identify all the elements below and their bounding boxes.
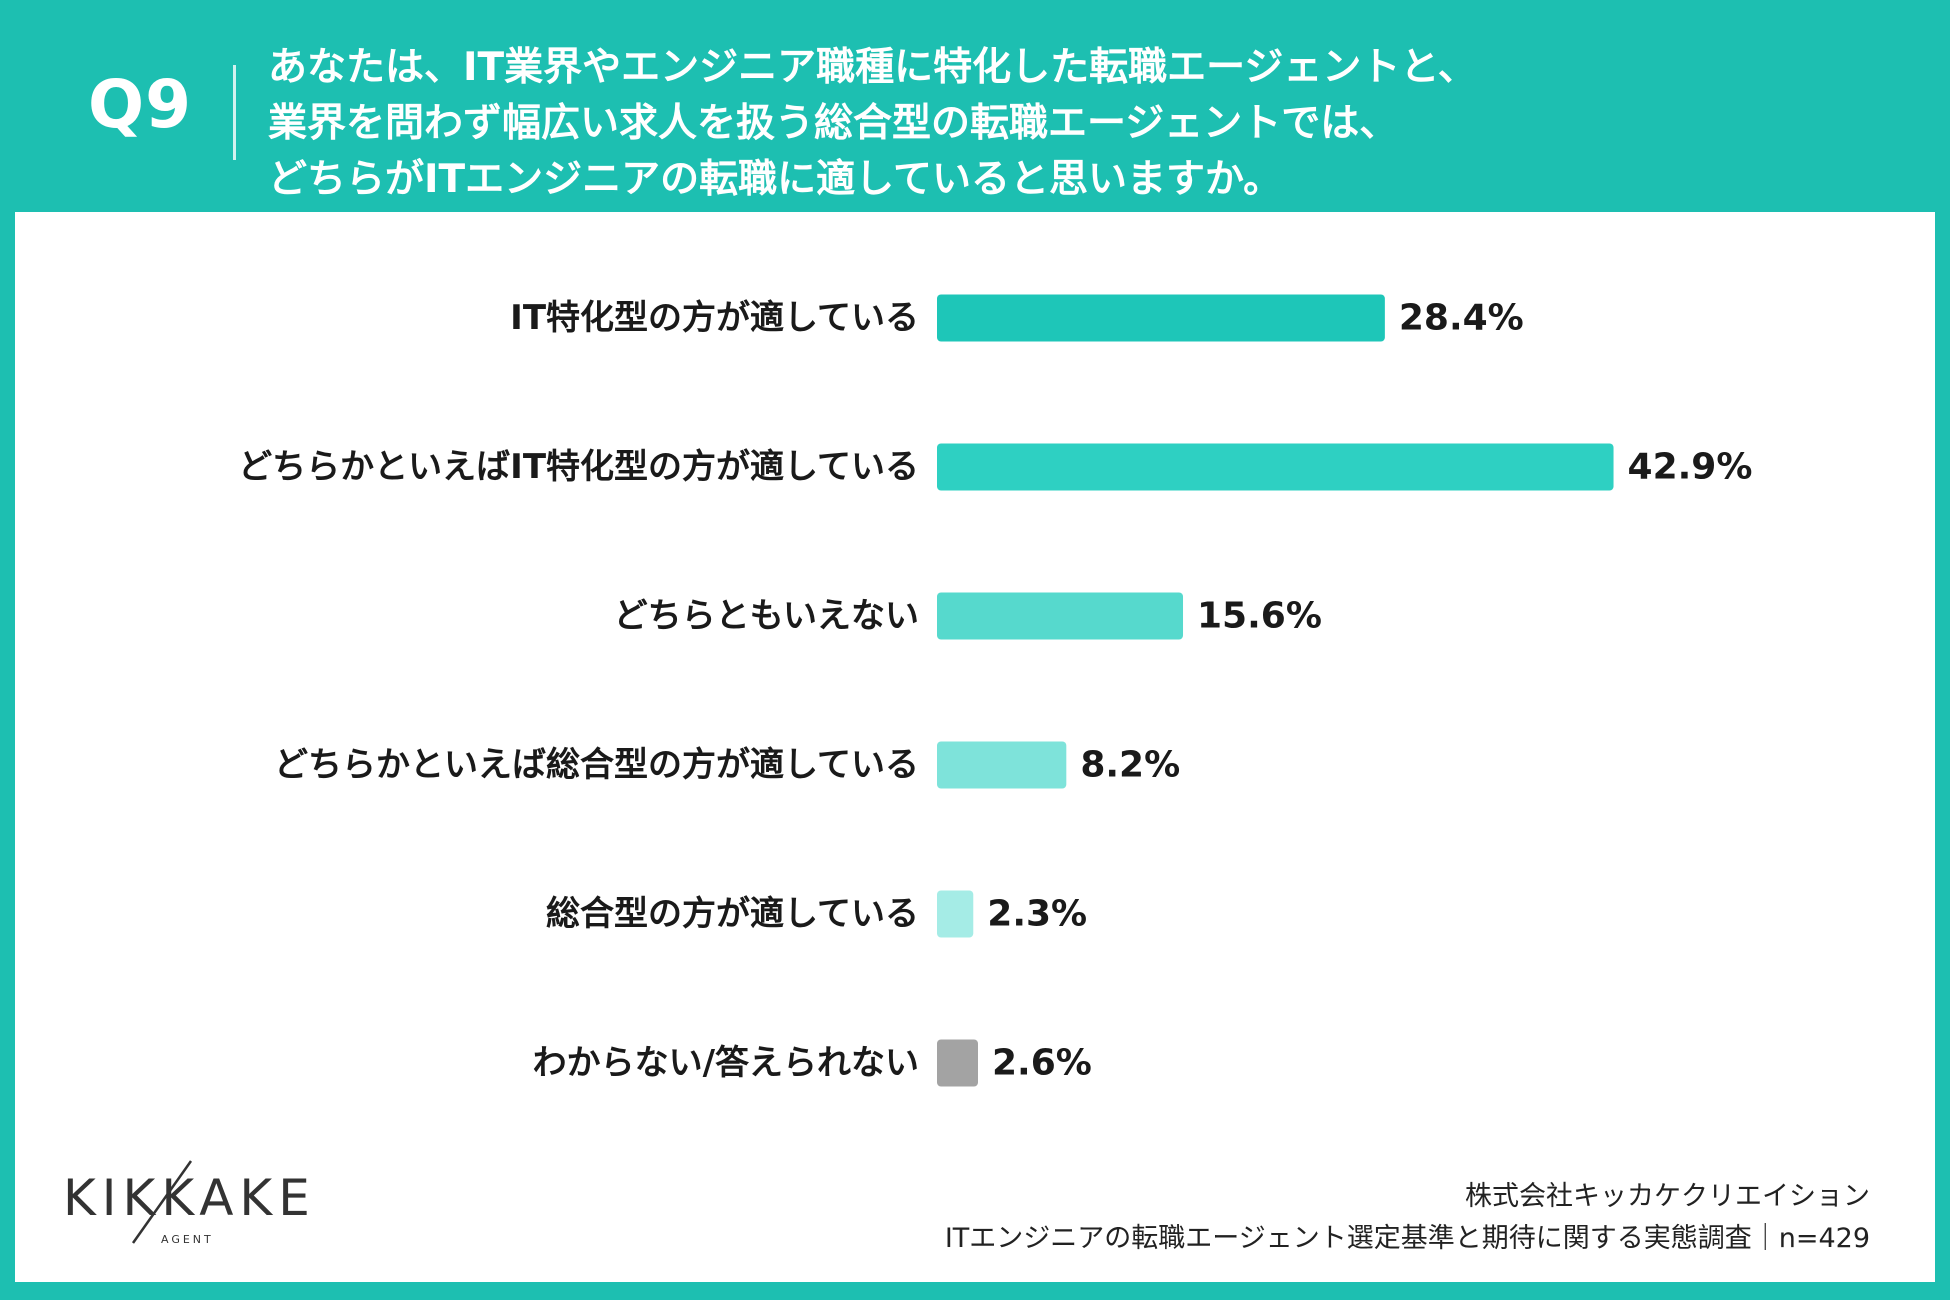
source-footer: 株式会社キッカケクリエイション ITエンジニアの転職エージェント選定基準と期待に… [945, 1176, 1870, 1260]
logo-subtext: AGENT [161, 1233, 214, 1246]
question-header: Q9 あなたは、IT業界やエンジニア職種に特化した転職エージェントと、 業界を問… [0, 0, 1950, 212]
value-label: 8.2% [1080, 745, 1180, 786]
header-divider [233, 65, 236, 160]
category-label: どちらかといえば総合型の方が適している [274, 745, 919, 785]
company-name: 株式会社キッカケクリエイション [1465, 1181, 1870, 1212]
value-label: 28.4% [1399, 298, 1524, 339]
value-label: 2.3% [987, 894, 1087, 935]
question-line: あなたは、IT業界やエンジニア職種に特化した転職エージェントと、 [268, 45, 1477, 90]
kikkake-logo: KIKKAKE AGENT [63, 1160, 316, 1246]
category-label: どちらともいえない [614, 596, 919, 636]
bar [937, 443, 1614, 491]
category-label: わからない/答えられない [533, 1043, 919, 1083]
bar [937, 294, 1385, 342]
question-line: どちらがITエンジニアの転職に適していると思いますか。 [268, 157, 1283, 202]
question-text: あなたは、IT業界やエンジニア職種に特化した転職エージェントと、 業界を問わず幅… [268, 40, 1768, 208]
bar [937, 890, 974, 938]
logo-wordmark: KIKKAKE [63, 1169, 316, 1227]
category-label: どちらかといえばIT特化型の方が適している [238, 447, 919, 487]
bar [937, 1039, 979, 1087]
bar [937, 592, 1184, 640]
bar-chart: IT特化型の方が適している 28.4% どちらかといえばIT特化型の方が適している 4… [238, 294, 1753, 1087]
chart-panel: IT特化型の方が適している 28.4% どちらかといえばIT特化型の方が適している 4… [15, 212, 1935, 1282]
value-label: 42.9% [1628, 447, 1753, 488]
category-label: IT特化型の方が適している [510, 298, 919, 338]
category-label: 総合型の方が適している [546, 894, 919, 934]
question-number: Q9 [88, 66, 193, 143]
question-line: 業界を問わず幅広い求人を扱う総合型の転職エージェントでは、 [268, 101, 1399, 146]
value-label: 2.6% [992, 1043, 1092, 1084]
survey-info: ITエンジニアの転職エージェント選定基準と期待に関する実態調査｜n=429 [944, 1223, 1870, 1254]
bar [937, 741, 1067, 789]
value-label: 15.6% [1197, 596, 1322, 637]
logo-slash [131, 1160, 193, 1244]
